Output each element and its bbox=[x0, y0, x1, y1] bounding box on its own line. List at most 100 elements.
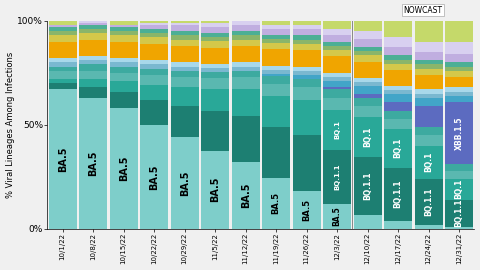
Bar bbox=[48, 71, 77, 79]
Bar bbox=[232, 162, 260, 229]
Bar bbox=[201, 79, 229, 89]
Bar bbox=[232, 35, 260, 39]
Text: BQ.1.1: BQ.1.1 bbox=[334, 164, 340, 190]
Bar bbox=[384, 86, 412, 90]
Bar bbox=[323, 56, 351, 73]
Bar bbox=[384, 21, 412, 37]
Bar bbox=[445, 62, 473, 66]
Bar bbox=[354, 47, 382, 51]
Bar bbox=[445, 200, 473, 227]
Bar bbox=[79, 65, 107, 71]
Bar bbox=[384, 94, 412, 102]
Bar bbox=[323, 150, 351, 204]
Bar bbox=[354, 78, 382, 82]
Bar bbox=[415, 65, 443, 69]
Bar bbox=[354, 106, 382, 117]
Bar bbox=[79, 21, 107, 23]
Bar bbox=[354, 117, 382, 157]
Bar bbox=[323, 29, 351, 35]
Bar bbox=[445, 171, 473, 179]
Bar bbox=[140, 25, 168, 29]
Bar bbox=[323, 98, 351, 110]
Bar bbox=[262, 76, 290, 84]
Bar bbox=[140, 100, 168, 125]
Bar bbox=[140, 65, 168, 69]
Bar bbox=[232, 89, 260, 116]
Bar bbox=[170, 23, 199, 25]
Bar bbox=[140, 85, 168, 100]
Bar bbox=[170, 62, 199, 66]
Bar bbox=[384, 102, 412, 110]
Text: NOWCAST: NOWCAST bbox=[403, 6, 442, 15]
Bar bbox=[201, 21, 229, 23]
Bar bbox=[140, 21, 168, 23]
Bar bbox=[293, 71, 321, 75]
Bar bbox=[79, 71, 107, 79]
Bar bbox=[384, 119, 412, 129]
Bar bbox=[384, 37, 412, 47]
Bar bbox=[262, 43, 290, 49]
Bar bbox=[140, 38, 168, 44]
Bar bbox=[79, 87, 107, 98]
Bar bbox=[262, 127, 290, 178]
Bar bbox=[109, 25, 138, 27]
Bar bbox=[384, 47, 412, 55]
Bar bbox=[48, 27, 77, 31]
Text: BQ.1: BQ.1 bbox=[394, 138, 403, 158]
Bar bbox=[170, 21, 199, 23]
Bar bbox=[48, 79, 77, 83]
Bar bbox=[323, 81, 351, 87]
Bar bbox=[384, 168, 412, 221]
Bar bbox=[232, 31, 260, 35]
Bar bbox=[415, 98, 443, 106]
Bar bbox=[445, 54, 473, 62]
Bar bbox=[109, 62, 138, 66]
Bar bbox=[354, 62, 382, 78]
Bar bbox=[140, 44, 168, 60]
Bar bbox=[293, 29, 321, 35]
Bar bbox=[354, 31, 382, 39]
Bar bbox=[232, 77, 260, 89]
Bar bbox=[140, 125, 168, 229]
Bar bbox=[293, 35, 321, 39]
Bar bbox=[445, 42, 473, 54]
Bar bbox=[170, 35, 199, 39]
Text: BA.5: BA.5 bbox=[58, 146, 68, 172]
Bar bbox=[415, 89, 443, 94]
Bar bbox=[415, 60, 443, 65]
Text: BA.5: BA.5 bbox=[302, 199, 311, 221]
Bar bbox=[170, 39, 199, 46]
Bar bbox=[293, 191, 321, 229]
Bar bbox=[354, 214, 382, 229]
Bar bbox=[293, 21, 321, 25]
Bar bbox=[140, 75, 168, 85]
Bar bbox=[445, 96, 473, 102]
Text: BQ.1: BQ.1 bbox=[424, 152, 433, 173]
Bar bbox=[354, 39, 382, 47]
Bar bbox=[232, 62, 260, 66]
Bar bbox=[384, 59, 412, 64]
Bar bbox=[79, 25, 107, 29]
Bar bbox=[48, 31, 77, 35]
Bar bbox=[445, 66, 473, 71]
Bar bbox=[109, 66, 138, 73]
Bar bbox=[262, 29, 290, 35]
Bar bbox=[201, 48, 229, 64]
Bar bbox=[384, 90, 412, 94]
Bar bbox=[262, 49, 290, 66]
Bar bbox=[48, 21, 77, 25]
Bar bbox=[201, 23, 229, 27]
Bar bbox=[354, 51, 382, 55]
Bar bbox=[323, 21, 351, 29]
Y-axis label: % Viral Lineages Among Infections: % Viral Lineages Among Infections bbox=[6, 52, 14, 198]
Bar bbox=[170, 87, 199, 106]
Text: BA.5: BA.5 bbox=[210, 177, 220, 202]
Bar bbox=[354, 94, 382, 98]
Text: BA.5: BA.5 bbox=[180, 170, 190, 196]
Bar bbox=[445, 102, 473, 164]
Bar bbox=[140, 29, 168, 33]
Bar bbox=[354, 82, 382, 86]
Bar bbox=[170, 77, 199, 87]
Bar bbox=[262, 25, 290, 29]
Bar bbox=[354, 157, 382, 214]
